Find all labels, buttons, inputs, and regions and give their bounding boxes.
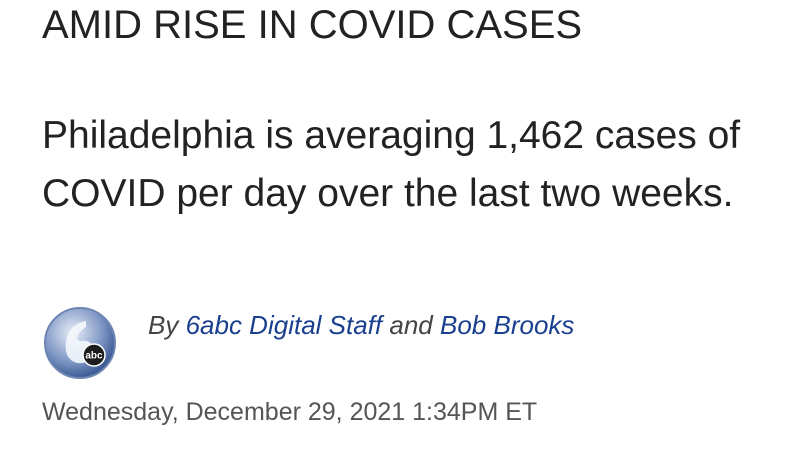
- station-logo: abc: [44, 307, 116, 379]
- byline-joiner: and: [389, 310, 433, 340]
- publish-date: Wednesday, December 29, 2021 1:34PM ET: [42, 398, 538, 426]
- subheadline: Philadelphia is averaging 1,462 cases of…: [42, 114, 741, 215]
- logo-text: abc: [85, 351, 103, 362]
- author-link[interactable]: 6abc Digital Staff: [185, 310, 383, 340]
- byline-prefix: By: [148, 310, 179, 340]
- byline: By 6abc Digital Staff and Bob Brooks: [148, 310, 574, 341]
- author-link[interactable]: Bob Brooks: [440, 310, 575, 340]
- headline: AMID RISE IN COVID CASES: [42, 3, 583, 47]
